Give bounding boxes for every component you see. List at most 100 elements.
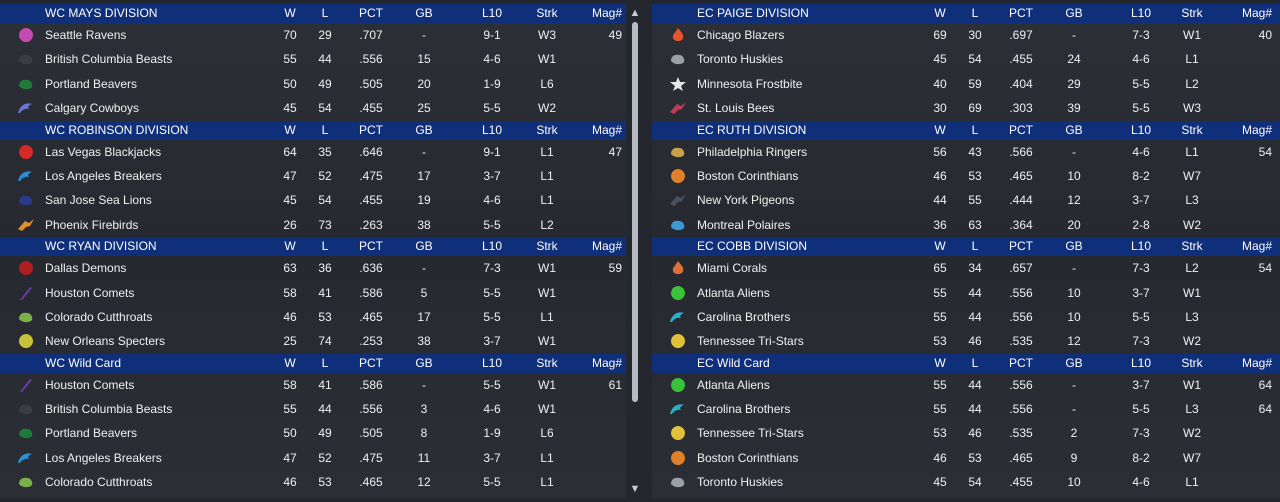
team-name[interactable]: Boston Corinthians — [697, 450, 799, 465]
column-header-l10[interactable]: L10 — [481, 355, 503, 370]
column-header-l[interactable]: L — [971, 122, 979, 137]
column-header-l[interactable]: L — [321, 355, 329, 370]
column-header-gb[interactable]: GB — [415, 355, 433, 370]
team-name[interactable]: St. Louis Bees — [697, 101, 775, 116]
team-name[interactable]: British Columbia Beasts — [45, 52, 173, 67]
column-header-mag[interactable]: Mag# — [591, 239, 622, 254]
column-header-l[interactable]: L — [321, 122, 329, 137]
standings-row[interactable]: Minnesota Frostbite 40 59 .404 29 5-5 L2 — [652, 72, 1280, 96]
column-header-mag[interactable]: Mag# — [1241, 6, 1272, 20]
team-name[interactable]: Portland Beavers — [45, 76, 138, 91]
team-name[interactable]: Carolina Brothers — [697, 309, 791, 324]
standings-row[interactable]: New Orleans Specters 25 74 .253 38 3-7 W1 — [0, 329, 626, 353]
column-header-l[interactable]: L — [971, 355, 979, 370]
column-header-mag[interactable]: Mag# — [591, 355, 622, 370]
team-name[interactable]: New Orleans Specters — [45, 334, 166, 349]
team-name[interactable]: Minnesota Frostbite — [697, 76, 803, 91]
column-header-l10[interactable]: L10 — [481, 122, 503, 137]
standings-row[interactable]: Houston Comets 58 41 .586 - 5-5 W1 61 — [0, 373, 626, 397]
team-name[interactable]: Los Angeles Breakers — [45, 168, 162, 183]
column-header-strk[interactable]: Strk — [1181, 122, 1203, 137]
standings-row[interactable]: Portland Beavers 50 49 .505 8 1-9 L6 — [0, 421, 626, 445]
standings-row[interactable]: Miami Corals 65 34 .657 - 7-3 L2 54 — [652, 256, 1280, 280]
column-header-gb[interactable]: GB — [1065, 355, 1083, 370]
standings-row[interactable]: Los Angeles Breakers 47 52 .475 17 3-7 L1 — [0, 164, 626, 188]
column-header-pct[interactable]: PCT — [1009, 6, 1033, 20]
standings-row[interactable]: Carolina Brothers 55 44 .556 10 5-5 L3 — [652, 305, 1280, 329]
scroll-thumb[interactable] — [632, 22, 638, 402]
column-header-mag[interactable]: Mag# — [591, 6, 622, 20]
team-name[interactable]: Houston Comets — [45, 377, 135, 392]
column-header-l10[interactable]: L10 — [481, 239, 503, 254]
team-name[interactable]: Colorado Cutthroats — [45, 475, 153, 490]
standings-row[interactable]: Los Angeles Breakers 47 52 .475 11 3-7 L1 — [0, 446, 626, 470]
standings-row[interactable]: British Columbia Beasts 55 44 .556 3 4-6 W1 — [0, 397, 626, 421]
team-name[interactable]: Phoenix Firebirds — [45, 217, 139, 232]
standings-row[interactable]: Houston Comets 58 41 .586 5 5-5 W1 — [0, 281, 626, 305]
column-header-pct[interactable]: PCT — [1009, 122, 1033, 137]
standings-row[interactable]: Montreal Polaires 36 63 .364 20 2-8 W2 — [652, 213, 1280, 237]
column-header-pct[interactable]: PCT — [359, 122, 383, 137]
column-header-gb[interactable]: GB — [415, 6, 433, 20]
column-header-gb[interactable]: GB — [1065, 239, 1083, 254]
standings-row[interactable]: Colorado Cutthroats 46 53 .465 12 5-5 L1 — [0, 470, 626, 494]
team-name[interactable]: Toronto Huskies — [697, 52, 784, 67]
team-name[interactable]: Los Angeles Breakers — [45, 450, 162, 465]
team-name[interactable]: Boston Corinthians — [697, 168, 799, 183]
column-header-strk[interactable]: Strk — [536, 122, 558, 137]
column-header-pct[interactable]: PCT — [359, 239, 383, 254]
column-header-strk[interactable]: Strk — [536, 355, 558, 370]
column-header-strk[interactable]: Strk — [1181, 355, 1203, 370]
standings-row[interactable]: Philadelphia Ringers 56 43 .566 - 4-6 L1 54 — [652, 140, 1280, 164]
standings-row[interactable]: Colorado Cutthroats 46 53 .465 17 5-5 L1 — [0, 305, 626, 329]
column-header-strk[interactable]: Strk — [1181, 239, 1203, 254]
team-name[interactable]: Montreal Polaires — [697, 217, 791, 232]
standings-row[interactable]: St. Louis Bees 30 69 .303 39 5-5 W3 — [652, 96, 1280, 120]
column-header-w[interactable]: W — [284, 355, 296, 370]
column-header-strk[interactable]: Strk — [536, 239, 558, 254]
column-header-l10[interactable]: L10 — [1130, 355, 1152, 370]
column-header-pct[interactable]: PCT — [1009, 355, 1033, 370]
standings-scrollbar[interactable]: ▲ ▼ — [628, 4, 642, 498]
team-name[interactable]: Seattle Ravens — [45, 28, 127, 42]
column-header-w[interactable]: W — [284, 6, 296, 20]
column-header-w[interactable]: W — [934, 239, 946, 254]
column-header-mag[interactable]: Mag# — [1241, 355, 1272, 370]
standings-row[interactable]: Chicago Blazers 69 30 .697 - 7-3 W1 40 — [652, 23, 1280, 47]
column-header-l[interactable]: L — [321, 239, 329, 254]
column-header-gb[interactable]: GB — [1065, 122, 1083, 137]
team-name[interactable]: Toronto Huskies — [697, 475, 784, 490]
team-name[interactable]: Tennessee Tri-Stars — [697, 334, 804, 349]
column-header-l[interactable]: L — [971, 239, 979, 254]
team-name[interactable]: Carolina Brothers — [697, 402, 791, 417]
standings-row[interactable]: Atlanta Aliens 55 44 .556 10 3-7 W1 — [652, 281, 1280, 305]
team-name[interactable]: Atlanta Aliens — [697, 285, 770, 300]
standings-row[interactable]: Portland Beavers 50 49 .505 20 1-9 L6 — [0, 72, 626, 96]
column-header-w[interactable]: W — [934, 355, 946, 370]
team-name[interactable]: Portland Beavers — [45, 426, 138, 441]
team-name[interactable]: Philadelphia Ringers — [697, 144, 808, 159]
standings-row[interactable]: Las Vegas Blackjacks 64 35 .646 - 9-1 L1 47 — [0, 140, 626, 164]
column-header-w[interactable]: W — [284, 122, 296, 137]
team-name[interactable]: Houston Comets — [45, 285, 135, 300]
column-header-l[interactable]: L — [971, 6, 979, 20]
column-header-pct[interactable]: PCT — [359, 6, 383, 20]
team-name[interactable]: Colorado Cutthroats — [45, 309, 153, 324]
scroll-up-icon[interactable]: ▲ — [629, 7, 641, 19]
standings-row[interactable]: Boston Corinthians 46 53 .465 9 8-2 W7 — [652, 446, 1280, 470]
standings-row[interactable]: Tennessee Tri-Stars 53 46 .535 12 7-3 W2 — [652, 329, 1280, 353]
team-name[interactable]: Miami Corals — [697, 261, 768, 276]
column-header-pct[interactable]: PCT — [359, 355, 383, 370]
team-name[interactable]: New York Pigeons — [697, 193, 795, 208]
team-name[interactable]: San Jose Sea Lions — [45, 193, 152, 208]
standings-row[interactable]: Boston Corinthians 46 53 .465 10 8-2 W7 — [652, 164, 1280, 188]
column-header-mag[interactable]: Mag# — [1241, 239, 1272, 254]
team-name[interactable]: Calgary Cowboys — [45, 101, 140, 116]
scroll-down-icon[interactable]: ▼ — [629, 483, 641, 495]
standings-row[interactable]: Toronto Huskies 45 54 .455 24 4-6 L1 — [652, 47, 1280, 71]
standings-row[interactable]: San Jose Sea Lions 45 54 .455 19 4-6 L1 — [0, 188, 626, 212]
column-header-l10[interactable]: L10 — [481, 6, 503, 20]
standings-row[interactable]: Seattle Ravens 70 29 .707 - 9-1 W3 49 — [0, 23, 626, 47]
standings-row[interactable]: Atlanta Aliens 55 44 .556 - 3-7 W1 64 — [652, 373, 1280, 397]
standings-row[interactable]: Dallas Demons 63 36 .636 - 7-3 W1 59 — [0, 256, 626, 280]
